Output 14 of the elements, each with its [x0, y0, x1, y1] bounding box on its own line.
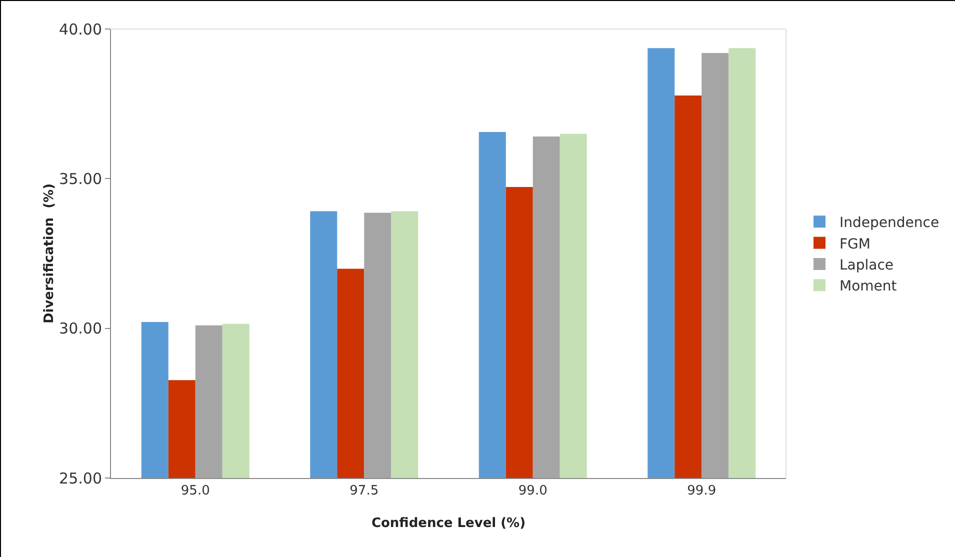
legend-label: FGM [840, 236, 870, 252]
legend-label: Independence [840, 215, 940, 232]
x-tick-label: 99.9 [687, 484, 716, 499]
y-tick-label: 35.00 [59, 170, 102, 188]
legend-label: Moment [840, 278, 898, 295]
y-tick-label: 25.00 [59, 469, 102, 488]
x-tick-label: 99.0 [518, 484, 548, 499]
y-tick-label: 40.00 [59, 20, 102, 38]
x-tick-label: 95.0 [180, 484, 210, 499]
legend-label: Laplace [840, 257, 894, 274]
x-tick-label: 97.5 [350, 484, 379, 499]
x-axis-title: Confidence Level (%) [371, 516, 526, 531]
y-tick-label: 30.00 [59, 320, 102, 338]
y-axis-title: Diversification (%) [42, 183, 58, 324]
